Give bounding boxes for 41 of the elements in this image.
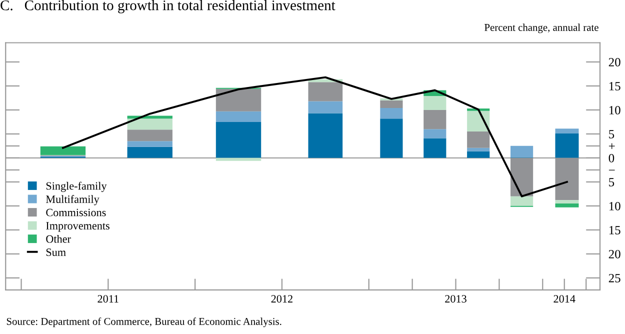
bar: [555, 204, 579, 208]
legend-label: Sum: [46, 248, 66, 256]
bar: [424, 129, 446, 138]
y-tick-label: 20: [608, 58, 620, 66]
y-tick-label: 5: [609, 178, 614, 186]
legend-label: Other: [46, 234, 71, 243]
y-tick-label: +: [608, 143, 615, 150]
y-tick-label: 15: [609, 82, 620, 90]
bar: [555, 158, 579, 200]
source-note: Source: Department of Commerce, Bureau of Economic Analysis.: [6, 318, 282, 328]
bar: [424, 138, 446, 158]
y-tick-label: 15: [609, 226, 620, 234]
bar: [380, 100, 403, 108]
x-tick-label: 2012: [271, 295, 292, 303]
bar: [555, 200, 579, 204]
bar: [380, 108, 403, 119]
y-tick-label: 20: [608, 250, 620, 258]
bar: [380, 118, 403, 158]
bar: [510, 158, 534, 196]
y-tick-label: 25: [608, 274, 620, 282]
bar: [510, 146, 534, 158]
y-tick-label: 10: [609, 202, 620, 210]
x-tick-label: 2013: [445, 295, 466, 303]
y-axis-title: Percent change, annual rate: [484, 24, 598, 34]
y-tick-label: 10: [609, 106, 620, 114]
bar: [510, 196, 534, 206]
x-tick-label: 2014: [554, 295, 576, 303]
bar: [555, 128, 579, 134]
bar: [467, 151, 490, 158]
bar: [424, 96, 446, 110]
bar: [467, 132, 490, 148]
x-tick-label: 2011: [98, 295, 118, 303]
y-tick-label: 5: [609, 130, 614, 138]
bar: [555, 133, 579, 158]
y-tick-label: 0: [608, 154, 614, 162]
legend-label: Commissions: [46, 208, 106, 216]
legend-label: Single-family: [46, 182, 107, 192]
legend-label: Multifamily: [46, 195, 100, 206]
bar: [424, 110, 446, 130]
legend-label: Improvements: [46, 222, 110, 232]
chart-title: C. Contribution to growth in total residential investment: [0, 0, 336, 14]
